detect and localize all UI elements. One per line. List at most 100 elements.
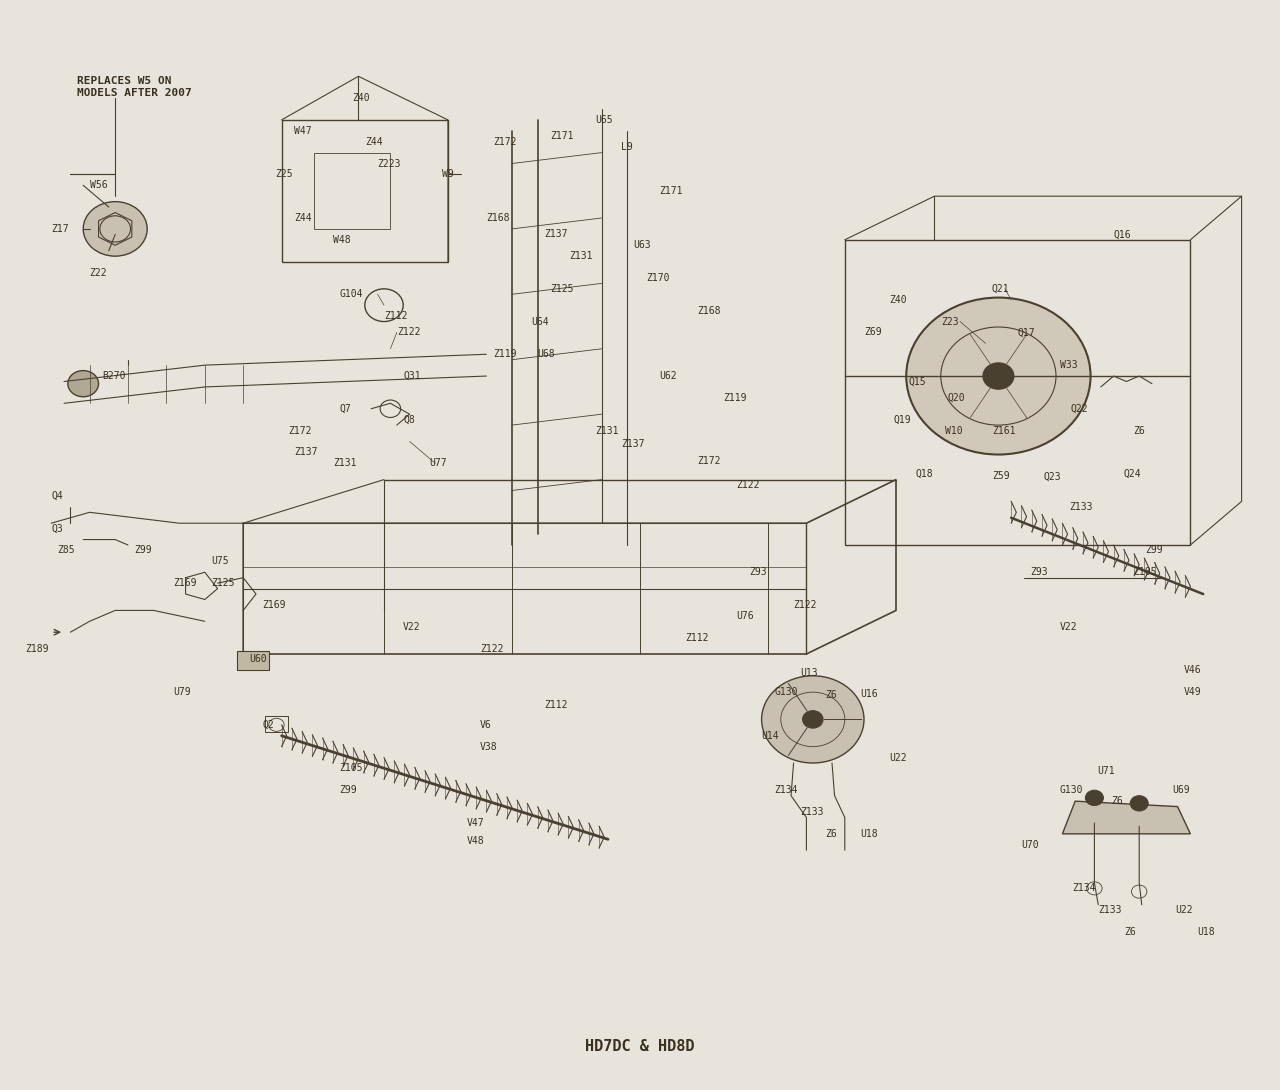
Text: V38: V38 [480,741,498,752]
Text: Z25: Z25 [275,169,293,180]
Text: Z122: Z122 [397,327,420,338]
Text: Z131: Z131 [570,251,593,262]
Text: G130: G130 [1060,785,1083,796]
Text: Z131: Z131 [333,458,356,469]
Text: Z44: Z44 [294,213,312,223]
Text: Z137: Z137 [621,438,644,449]
Text: V48: V48 [467,836,485,847]
Text: Q7: Q7 [339,403,351,414]
Text: U70: U70 [1021,839,1039,850]
Bar [282,120,448,262]
Text: Z125: Z125 [550,283,573,294]
Text: Z168: Z168 [486,213,509,223]
Text: Z85: Z85 [58,545,76,556]
Text: Q20: Q20 [947,392,965,403]
Bar [237,651,269,670]
Text: Z189: Z189 [26,643,49,654]
Text: Z93: Z93 [1030,567,1048,578]
Text: V46: V46 [1184,665,1202,676]
Text: V22: V22 [1060,621,1078,632]
Text: Z168: Z168 [698,305,721,316]
Text: Z133: Z133 [1069,501,1092,512]
Text: Q21: Q21 [992,283,1010,294]
Text: Z137: Z137 [544,229,567,240]
Text: Z99: Z99 [339,785,357,796]
Text: U65: U65 [595,114,613,125]
Text: Q2: Q2 [262,719,274,730]
Text: Q31: Q31 [403,371,421,382]
Circle shape [983,363,1014,389]
Bar [314,153,390,229]
Text: U77: U77 [429,458,447,469]
Text: V22: V22 [403,621,421,632]
Text: Z99: Z99 [134,545,152,556]
Text: W9: W9 [442,169,453,180]
Circle shape [1085,790,1103,806]
Circle shape [762,676,864,763]
Text: Z44: Z44 [365,136,383,147]
Text: U62: U62 [659,371,677,382]
Bar [265,716,288,732]
Text: U16: U16 [860,689,878,700]
Text: Z6: Z6 [826,690,837,701]
Text: Q24: Q24 [1124,469,1142,480]
Text: U14: U14 [762,730,780,741]
Text: Z172: Z172 [698,456,721,467]
Text: Z99: Z99 [1146,545,1164,556]
Text: G104: G104 [339,289,362,300]
Text: Z169: Z169 [262,600,285,610]
Text: U13: U13 [800,667,818,678]
Text: Z134: Z134 [774,785,797,796]
Text: U64: U64 [531,316,549,327]
Text: G130: G130 [774,687,797,698]
Text: Z119: Z119 [493,349,516,360]
Text: Q3: Q3 [51,523,63,534]
Text: Z112: Z112 [544,700,567,711]
Text: Q4: Q4 [51,490,63,501]
Text: U60: U60 [250,654,268,665]
Text: Z134: Z134 [1073,883,1096,894]
Text: V49: V49 [1184,687,1202,698]
Text: U69: U69 [1172,785,1190,796]
Circle shape [83,202,147,256]
Text: Z223: Z223 [378,158,401,169]
Text: Z40: Z40 [352,93,370,104]
Text: U68: U68 [538,349,556,360]
Text: Z169: Z169 [173,578,196,589]
Text: Z105: Z105 [1133,567,1156,578]
Text: Z172: Z172 [493,136,516,147]
Text: U71: U71 [1097,765,1115,776]
Text: Z133: Z133 [1098,905,1121,916]
Text: Z170: Z170 [646,272,669,283]
Text: REPLACES W5 ON
MODELS AFTER 2007: REPLACES W5 ON MODELS AFTER 2007 [77,76,192,98]
Text: V6: V6 [480,719,492,730]
Text: W10: W10 [945,425,963,436]
Text: W56: W56 [90,180,108,191]
Text: Z6: Z6 [1124,926,1135,937]
Text: U76: U76 [736,610,754,621]
Text: Z22: Z22 [90,267,108,278]
Text: U22: U22 [1175,905,1193,916]
Text: B270: B270 [102,371,125,382]
Text: L9: L9 [621,142,632,153]
Text: Z171: Z171 [659,185,682,196]
Text: Z93: Z93 [749,567,767,578]
Text: V47: V47 [467,818,485,828]
Circle shape [1130,796,1148,811]
Text: Z161: Z161 [992,425,1015,436]
Text: Z112: Z112 [685,632,708,643]
Text: U75: U75 [211,556,229,567]
Text: Z6: Z6 [1133,425,1144,436]
Text: Z119: Z119 [723,392,746,403]
Text: Z105: Z105 [339,763,362,774]
Polygon shape [1062,801,1190,834]
Text: Z137: Z137 [294,447,317,458]
Text: W48: W48 [333,234,351,245]
Text: U63: U63 [634,240,652,251]
Text: U18: U18 [860,828,878,839]
Text: Z23: Z23 [941,316,959,327]
Text: Q18: Q18 [915,469,933,480]
Circle shape [803,711,823,728]
Text: Z6: Z6 [826,828,837,839]
Text: W47: W47 [294,125,312,136]
